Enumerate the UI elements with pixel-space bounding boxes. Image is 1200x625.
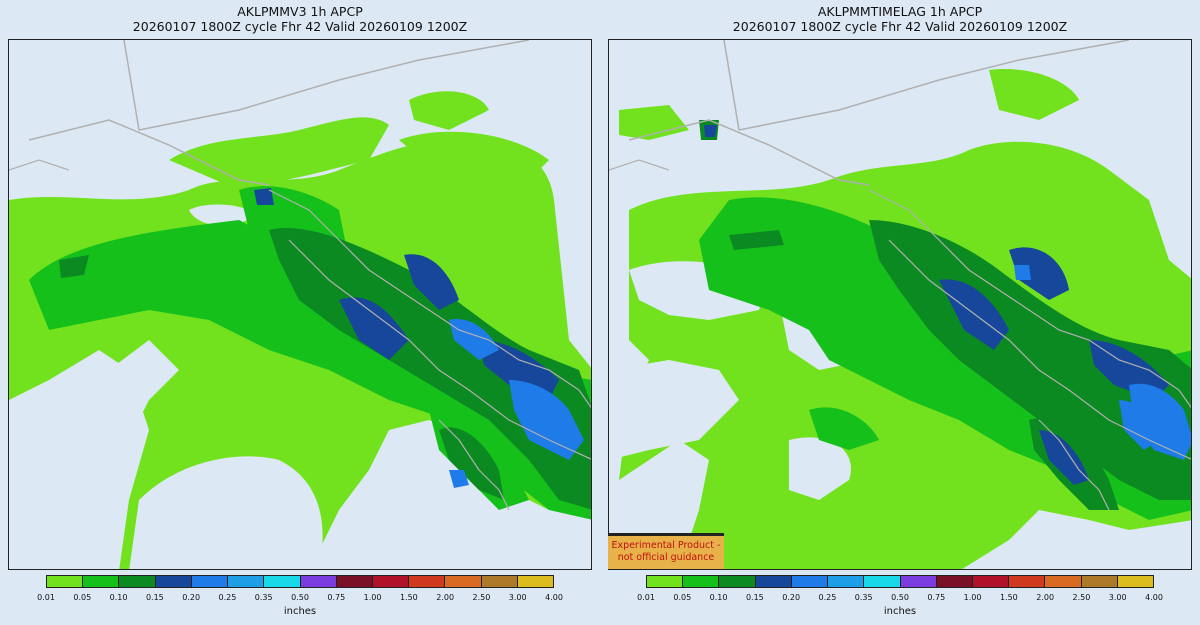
colorbar-tick: 0.35: [254, 593, 273, 602]
color-swatch: [1009, 576, 1046, 587]
color-swatch: [481, 576, 518, 587]
color-swatch: [647, 576, 684, 587]
right-panel: AKLPMMTIMELAG 1h APCP 20260107 1800Z cyc…: [600, 0, 1200, 625]
colorbar-tick: 0.75: [327, 593, 346, 602]
experimental-badge: Experimental Product - not official guid…: [608, 533, 724, 569]
colorbar-tick: 0.20: [182, 593, 201, 602]
right-colorbar-ticks: 0.01 0.05 0.10 0.15 0.20 0.25 0.35 0.50 …: [637, 593, 1163, 603]
colorbar-tick: 0.15: [145, 593, 164, 602]
color-swatch: [517, 576, 554, 587]
colorbar-tick: 0.05: [673, 593, 692, 602]
colorbar-tick: 0.35: [854, 593, 873, 602]
right-colorbar: [646, 575, 1154, 588]
color-swatch: [228, 576, 265, 587]
colorbar-tick: 3.00: [508, 593, 527, 602]
colorbar-tick: 2.50: [1072, 593, 1091, 602]
colorbar-tick: 0.75: [927, 593, 946, 602]
color-swatch: [864, 576, 901, 587]
right-title-line2: 20260107 1800Z cycle Fhr 42 Valid 202601…: [732, 19, 1068, 34]
left-precip-map: [9, 40, 591, 569]
color-swatch: [119, 576, 156, 587]
color-swatch: [1081, 576, 1118, 587]
colorbar-tick: 0.25: [218, 593, 237, 602]
colorbar-tick: 1.50: [999, 593, 1018, 602]
color-swatch: [445, 576, 482, 587]
color-swatch: [300, 576, 337, 587]
color-swatch: [47, 576, 84, 587]
colorbar-tick: 4.00: [545, 593, 563, 602]
color-swatch: [972, 576, 1010, 587]
color-swatch: [191, 576, 229, 587]
colorbar-tick: 0.50: [291, 593, 309, 602]
left-panel: AKLPMMV3 1h APCP 20260107 1800Z cycle Fh…: [0, 4, 600, 617]
color-swatch: [264, 576, 301, 587]
badge-line2: not official guidance: [617, 552, 715, 563]
colorbar-tick: 0.10: [109, 593, 128, 602]
colorbar-tick: 2.00: [1036, 593, 1055, 602]
colorbar-tick: 1.50: [399, 593, 418, 602]
left-title: AKLPMMV3 1h APCP 20260107 1800Z cycle Fh…: [0, 4, 600, 34]
color-swatch: [828, 576, 865, 587]
color-swatch: [1117, 576, 1154, 587]
colorbar-tick: 0.25: [818, 593, 837, 602]
left-colorbar-ticks: 0.01 0.05 0.10 0.15 0.20 0.25 0.35 0.50 …: [37, 593, 563, 603]
left-map[interactable]: [8, 39, 592, 570]
color-swatch: [83, 576, 120, 587]
colorbar-tick: 2.50: [472, 593, 491, 602]
color-swatch: [155, 576, 192, 587]
left-title-line2: 20260107 1800Z cycle Fhr 42 Valid 202601…: [132, 19, 468, 34]
color-swatch: [409, 576, 446, 587]
colorbar-tick: 1.00: [963, 593, 982, 602]
right-unit-label: inches: [883, 606, 917, 617]
right-precip-map: [609, 40, 1191, 569]
left-title-line1: AKLPMMV3 1h APCP: [237, 4, 363, 19]
colorbar-tick: 0.20: [782, 593, 801, 602]
color-swatch: [900, 576, 937, 587]
colorbar-tick: 0.10: [709, 593, 728, 602]
color-swatch: [1045, 576, 1082, 587]
right-map[interactable]: [608, 39, 1192, 570]
colorbar-tick: 0.01: [637, 593, 655, 602]
color-swatch: [683, 576, 720, 587]
colorbar-tick: 3.00: [1108, 593, 1127, 602]
colorbar-tick: 0.05: [73, 593, 92, 602]
colorbar-tick: 1.00: [363, 593, 382, 602]
badge-line1: Experimental Product -: [611, 540, 721, 551]
color-swatch: [372, 576, 410, 587]
colorbar-tick: 2.00: [436, 593, 455, 602]
left-colorbar: [46, 575, 554, 588]
color-swatch: [936, 576, 973, 587]
color-swatch: [336, 576, 373, 587]
color-swatch: [719, 576, 756, 587]
right-title-line1: AKLPMMTIMELAG 1h APCP: [817, 4, 983, 19]
colorbar-tick: 4.00: [1145, 593, 1163, 602]
right-title: AKLPMMTIMELAG 1h APCP 20260107 1800Z cyc…: [600, 4, 1200, 34]
color-swatch: [755, 576, 792, 587]
colorbar-tick: 0.50: [891, 593, 909, 602]
colorbar-tick: 0.01: [37, 593, 55, 602]
color-swatch: [791, 576, 829, 587]
left-unit-label: inches: [283, 606, 317, 617]
colorbar-tick: 0.15: [745, 593, 764, 602]
